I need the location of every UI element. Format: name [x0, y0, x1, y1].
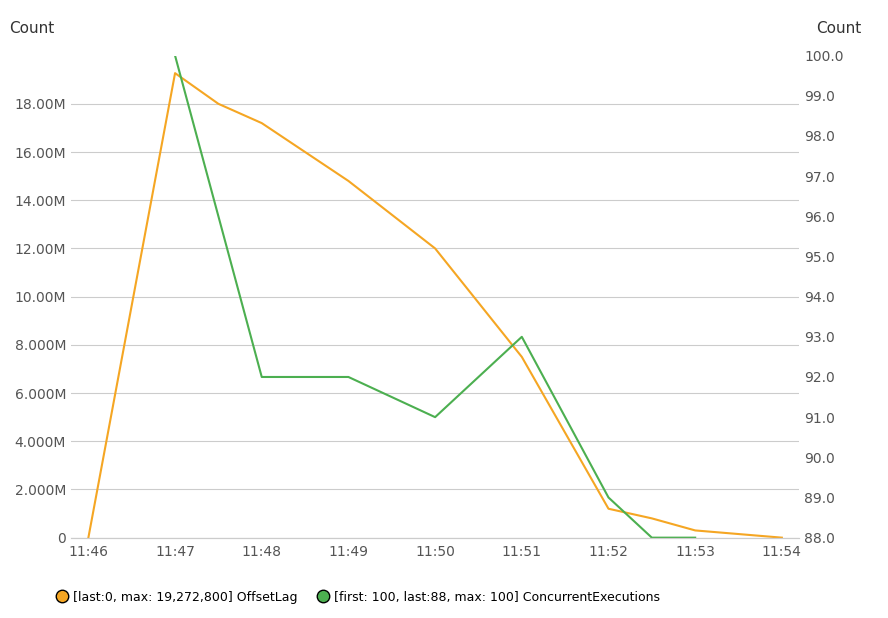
Text: Count: Count [816, 22, 861, 36]
Text: Count: Count [9, 22, 54, 36]
Legend: [last:0, max: 19,272,800] OffsetLag, [first: 100, last:88, max: 100] ConcurrentE: [last:0, max: 19,272,800] OffsetLag, [fi… [51, 586, 665, 609]
